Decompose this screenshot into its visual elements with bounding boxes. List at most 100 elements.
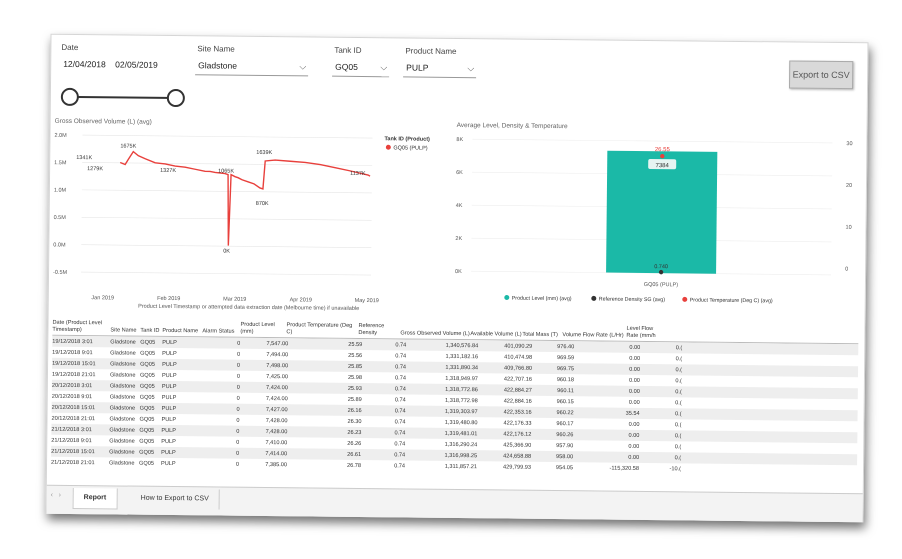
right-tick-label: 30	[846, 141, 852, 147]
right-tick-label: 10	[846, 225, 852, 231]
density-data-label: 0.740	[654, 264, 668, 270]
table-cell: 1,318,772.98	[445, 397, 478, 404]
column-header[interactable]: Reference Density	[358, 322, 385, 336]
column-header[interactable]: Tank ID	[140, 327, 160, 334]
table-cell: 0.74	[395, 352, 407, 359]
table-cell: 0.(	[674, 421, 682, 428]
line-chart-x-ticks: Jan 2019 Feb 2019 Mar 2019 Apr 2019 May 2019	[91, 295, 378, 304]
column-header[interactable]: Level Flow Rate (mm/h	[626, 325, 656, 339]
table-cell: 7,427.00	[265, 406, 288, 413]
table-cell: 1,319,480.80	[444, 419, 478, 426]
tab-report[interactable]: Report	[72, 487, 118, 510]
table-cell: 0.00	[629, 366, 641, 373]
site-name-dropdown[interactable]: Gladstone ⌵	[195, 56, 309, 77]
table-cell: 422,353.16	[503, 408, 532, 416]
export-csv-button[interactable]: Export to CSV	[789, 60, 854, 90]
left-tick-label: 2K	[455, 236, 462, 242]
tab-prev-icon[interactable]: ‹	[50, 491, 54, 499]
table-cell: GQ05	[139, 460, 155, 467]
density-point	[658, 269, 664, 275]
table-cell: 25.93	[347, 385, 362, 392]
table-cell: 960.11	[557, 387, 574, 394]
tab-next-icon[interactable]: ›	[58, 491, 62, 499]
level-data-label: 7384	[655, 163, 669, 169]
table-cell: 7,424.00	[266, 384, 288, 391]
table-cell: 7,425.00	[266, 373, 288, 380]
table-cell: 0.(	[674, 432, 682, 439]
table-cell: 1,311,857.21	[444, 463, 478, 470]
level-label-bg	[648, 159, 677, 170]
site-name-label: Site Name	[197, 44, 235, 54]
column-header[interactable]: Alarm Status	[202, 327, 235, 335]
date-slider-start-handle[interactable]	[60, 87, 79, 107]
line-legend-title: Tank ID (Product)	[384, 136, 430, 142]
table-cell: Gladstone	[109, 415, 136, 423]
line-chart-x-axis-title: Product Level Timestamp or attempted dat…	[138, 304, 359, 312]
table-cell: 954.05	[555, 464, 574, 471]
table-cell: 969.75	[556, 365, 575, 372]
line-legend-label: GQ05 (PULP)	[393, 145, 427, 151]
column-header[interactable]: Product Name	[162, 327, 199, 334]
column-header[interactable]: Date (Product Level Timestamp)	[52, 319, 102, 333]
table-cell: 1,316,290.24	[444, 441, 478, 448]
line-data-label: 1639K	[256, 150, 272, 156]
table-cell: 7,494.00	[266, 351, 289, 358]
table-cell: 26.78	[347, 462, 362, 469]
y-tick-label: 2.0M	[54, 133, 67, 139]
table-cell: 0	[236, 406, 240, 413]
table-cell: 0.74	[394, 440, 406, 447]
legend-density: Reference Density SG (avg)	[599, 296, 666, 303]
table-cell: 0	[236, 417, 240, 424]
table-cell: 0.74	[394, 429, 406, 436]
table-cell: Gladstone	[109, 437, 135, 445]
table-cell: 0	[236, 395, 240, 402]
legend-marker-temperature	[682, 296, 688, 302]
table-cell: 0.74	[394, 418, 406, 425]
table-cell: GQ05	[139, 405, 155, 412]
site-name-value: Gladstone	[198, 60, 238, 71]
table-cell: 1,319,481.01	[444, 430, 478, 437]
date-start-input[interactable]: 12/04/2018	[63, 58, 106, 70]
table-cell: PULP	[161, 438, 176, 445]
legend-temperature: Product Temperature (Deg C) (avg)	[690, 297, 773, 304]
table-cell: 21/12/2018 9:01	[51, 437, 92, 444]
table-cell: -10.(	[669, 465, 682, 472]
date-range-slider[interactable]	[64, 95, 177, 100]
tab-how-to-export[interactable]: How to Export to CSV	[130, 488, 220, 510]
table-cell: 0	[236, 373, 240, 380]
table-cell: 0.00	[628, 399, 640, 406]
product-name-dropdown[interactable]: PULP ⌵	[403, 58, 477, 79]
table-cell: 0.(	[675, 377, 682, 384]
grid-line	[81, 189, 372, 194]
column-header[interactable]: Gross Observed Volume (L)	[400, 329, 470, 337]
table-cell: 0.00	[629, 377, 640, 384]
table-cell: 26.61	[347, 451, 362, 458]
column-header[interactable]: Product Temperature (Deg C)	[286, 322, 353, 335]
table-cell: 20/12/2018 21:01	[51, 415, 96, 422]
table-cell: GQ05	[140, 339, 156, 346]
date-slider-end-handle[interactable]	[166, 88, 185, 108]
grid-line	[81, 216, 372, 221]
table-cell: 424,658.88	[503, 452, 532, 460]
table-cell: 25.89	[347, 396, 362, 403]
table-cell: PULP	[161, 383, 177, 390]
column-header[interactable]: Volume Flow Rate (L/Hr)	[562, 331, 624, 339]
bar-chart-right-ticks: 30 20 10 0	[845, 141, 853, 272]
table-cell: Gladstone	[109, 371, 136, 379]
left-tick-label: 6K	[456, 170, 463, 176]
column-header[interactable]: Available Volume (L)	[470, 330, 522, 338]
column-header[interactable]: Total Mass (T)	[522, 331, 558, 338]
line-legend-marker	[385, 144, 391, 150]
table-cell: 0	[236, 384, 240, 391]
column-header[interactable]: Product Level (mm)	[240, 321, 275, 335]
table-cell: 25.85	[348, 363, 363, 370]
line-data-label: 870K	[256, 201, 269, 207]
table-cell: 422,176.12	[503, 430, 532, 438]
tank-id-dropdown[interactable]: GQ05 ⌵	[332, 57, 390, 78]
table-cell: 1,331,890.34	[445, 364, 479, 371]
table-cell: 429,799.93	[502, 463, 532, 471]
table-cell: Gladstone	[109, 404, 136, 412]
date-end-input[interactable]: 02/05/2019	[115, 59, 158, 70]
column-header[interactable]: Site Name	[110, 326, 137, 334]
table-cell: 0.74	[395, 374, 406, 381]
